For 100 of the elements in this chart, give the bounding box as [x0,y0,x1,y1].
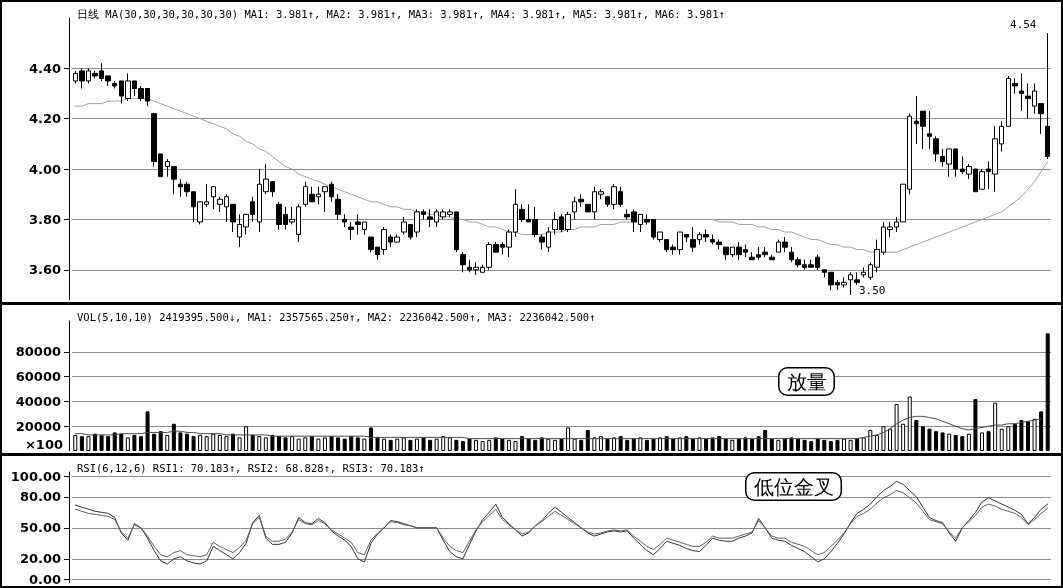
bar [382,438,387,451]
bar [585,429,590,451]
bar [158,431,163,451]
bar [388,439,393,451]
bar [408,439,413,451]
bar [145,411,150,451]
bar [191,436,196,451]
bar [953,434,958,451]
bar [303,437,308,451]
bar [434,438,439,451]
y-tick-label: 4.40 [28,60,61,76]
bar [276,436,281,451]
bar [789,437,794,451]
bar [520,436,525,451]
y-tick-label: 0.00 [28,572,61,587]
bar [723,438,728,451]
bar [658,437,663,451]
bar [993,402,998,451]
bar [782,438,787,451]
bar [1006,426,1011,451]
bar [244,426,249,451]
bar [467,438,472,451]
bar [802,439,807,451]
candlestick [861,266,866,278]
bar [86,436,91,451]
bar [138,436,143,451]
bar [263,437,268,451]
candlestick [933,135,939,163]
bar [125,437,130,451]
bar [211,433,216,451]
bar [966,433,971,451]
bar [822,439,827,451]
candlestick [342,213,347,228]
bar [920,426,925,451]
bar [842,438,847,451]
bar [184,433,189,451]
bar [855,438,860,451]
y-tick-label: 20000 [15,418,61,434]
bar [355,437,360,451]
chart-title: 日线 MA(30,30,30,30,30,30) MA1: 3.981↑, MA2: 3.981↑, MA3: 3.981↑, MA4: 3.981↑, MA5: 3.981↑, MA6: 3.981↑ [77,7,725,20]
bar [743,437,748,451]
line-series [74,98,1049,253]
bar [1026,421,1030,451]
bar [217,434,222,451]
bar [342,438,347,451]
bar [533,439,538,451]
bar [552,439,557,451]
bar [566,427,571,451]
bar [750,438,755,451]
bar [677,437,682,451]
candlestick [335,193,341,220]
bar [894,403,899,451]
bar [99,434,104,451]
bar [934,431,939,451]
bar [999,428,1004,451]
y-tick-label: 4.20 [28,111,61,127]
bar [559,438,564,451]
bar [684,436,689,451]
bar [881,426,886,451]
y-tick-label: 80.00 [19,489,61,505]
bar [986,431,991,451]
bar [322,437,327,451]
bar [204,436,209,451]
candlestick [1045,32,1050,160]
candlestick [348,221,354,241]
bar [526,438,531,451]
bar [704,438,709,451]
bar [612,437,617,451]
bar [165,434,170,451]
bar [309,436,314,451]
bar [329,436,334,451]
bar [618,436,623,451]
bar [605,438,610,451]
bar [401,437,406,451]
bar [152,433,157,451]
bar [888,428,893,451]
bar [664,436,669,451]
bar [546,438,551,451]
bar [132,434,137,451]
bar [73,434,78,451]
bar [940,432,945,451]
bar [592,437,597,451]
bar [349,436,354,451]
bar [901,423,906,451]
candlestick [769,254,775,261]
bar [296,438,301,451]
bar [980,432,985,451]
bar [927,428,932,451]
bar [224,436,229,451]
candlestick [927,110,932,150]
bar [776,439,781,451]
bar [763,429,768,451]
bar [835,439,840,451]
bar [513,441,518,451]
candlestick [211,186,216,210]
bar [914,420,919,451]
bar [250,434,255,451]
bar [736,438,741,451]
bar [316,438,321,451]
bar [441,436,446,451]
